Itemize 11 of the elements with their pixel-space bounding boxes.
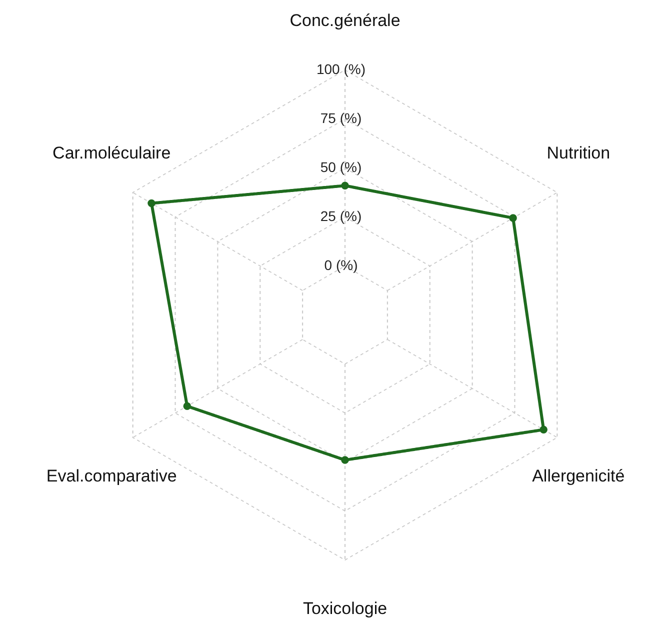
spoke-label: Car.moléculaire	[52, 143, 171, 162]
y-tick-label: 50 (%)	[320, 159, 362, 175]
spoke-label: Conc.générale	[290, 11, 400, 30]
y-tick-label: 25 (%)	[320, 208, 362, 224]
y-tick-label: 75 (%)	[320, 110, 362, 126]
spoke-label: Toxicologie	[302, 599, 388, 618]
spoke-label: Nutrition	[546, 143, 610, 162]
spoke-label: Allergenicité	[532, 466, 625, 486]
y-tick-label: 0 (%)	[324, 257, 358, 273]
y-tick-label: 100 (%)	[316, 61, 366, 77]
spoke-label: Eval.comparative	[46, 466, 177, 486]
